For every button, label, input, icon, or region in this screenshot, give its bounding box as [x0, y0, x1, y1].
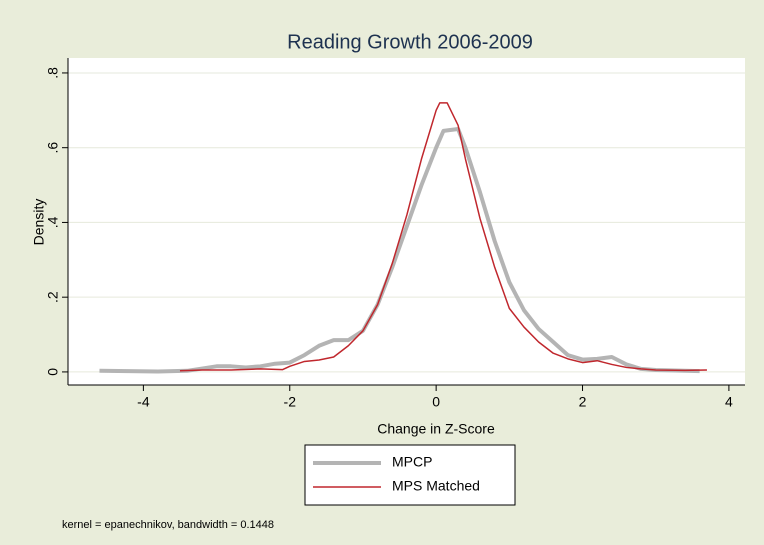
y-tick-label: .8	[45, 67, 61, 79]
x-tick-label: 4	[725, 394, 733, 410]
y-tick-label: .2	[45, 291, 61, 303]
x-tick-label: -2	[284, 394, 297, 410]
chart-title: Reading Growth 2006-2009	[287, 31, 533, 53]
x-tick-label: 0	[432, 394, 440, 410]
note: kernel = epanechnikov, bandwidth = 0.144…	[62, 519, 274, 531]
y-tick-label: .6	[45, 142, 61, 154]
legend-label: MPCP	[392, 454, 432, 470]
density-line	[179, 102, 707, 372]
y-tick-label: .4	[45, 216, 61, 228]
x-axis-title: Change in Z-Score	[377, 421, 495, 437]
x-tick-label: -4	[137, 394, 150, 410]
x-tick-label: 2	[579, 394, 587, 410]
legend	[304, 444, 516, 506]
y-tick-label: 0	[45, 368, 61, 376]
legend-label: MPS Matched	[392, 478, 480, 494]
y-axis-title: Density	[31, 199, 47, 246]
density-line	[99, 127, 700, 374]
